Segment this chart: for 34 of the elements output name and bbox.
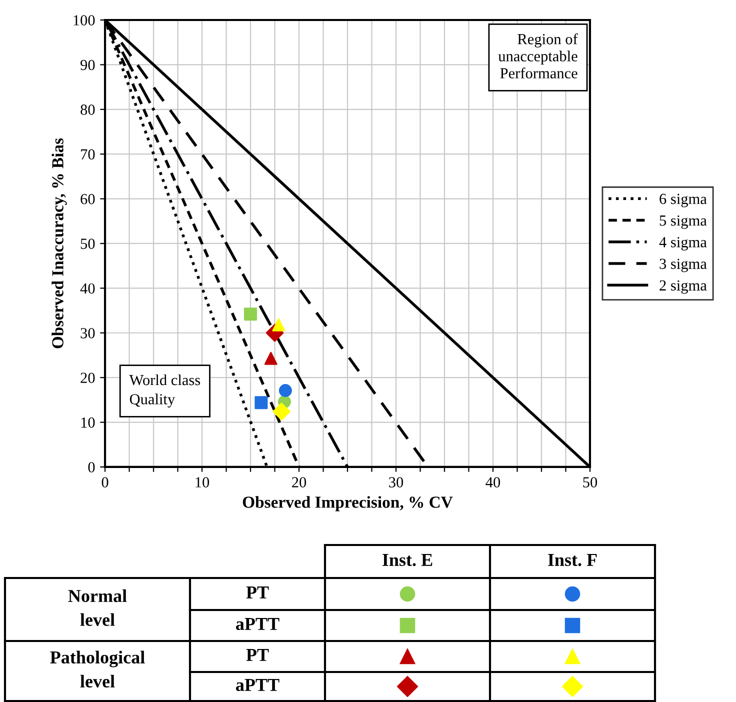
legend-label: 2 sigma — [660, 280, 707, 294]
x-tick-label: 50 — [583, 477, 598, 488]
text: Inst. E — [382, 554, 432, 566]
text: Normal level — [68, 589, 127, 626]
y-tick-label: 10 — [81, 417, 95, 428]
y-tick-label: 90 — [80, 60, 95, 70]
y-tick-label: 100 — [74, 15, 95, 26]
legend-label: 3 sigma — [660, 258, 707, 272]
y-tick-label: 80 — [80, 104, 95, 115]
y-tick-label: 40 — [80, 283, 95, 294]
annotation: Region of unacceptable Performance — [498, 33, 578, 78]
text: Pathological level — [50, 650, 145, 688]
y-axis-title: Observed Inaccuracy, % Bias — [52, 138, 67, 348]
annotation: World class Quality — [129, 374, 200, 408]
y-tick-label: 20 — [80, 372, 95, 384]
legend-label: 5 sigma — [660, 215, 707, 229]
x-axis-title: Observed Imprecision, % CV — [242, 496, 453, 512]
legend-label: 4 sigma — [659, 237, 707, 250]
x-tick-label: 0 — [102, 477, 108, 488]
legend-label: 6 sigma — [660, 194, 707, 208]
text: aPTT — [236, 679, 280, 692]
x-tick-label: 10 — [196, 477, 210, 488]
y-tick-label: 50 — [80, 238, 95, 249]
x-tick-label: 20 — [292, 477, 306, 488]
text: PT — [246, 586, 269, 598]
x-tick-label: 40 — [486, 477, 500, 488]
y-tick-label: 70 — [81, 149, 95, 160]
x-tick-label: 30 — [389, 477, 404, 488]
text: aPTT — [236, 618, 280, 630]
text: Inst. F — [548, 554, 597, 566]
y-tick-label: 60 — [80, 194, 95, 204]
y-tick-label: 30 — [80, 328, 95, 338]
y-tick-label: 0 — [88, 462, 95, 472]
text: PT — [246, 649, 269, 661]
